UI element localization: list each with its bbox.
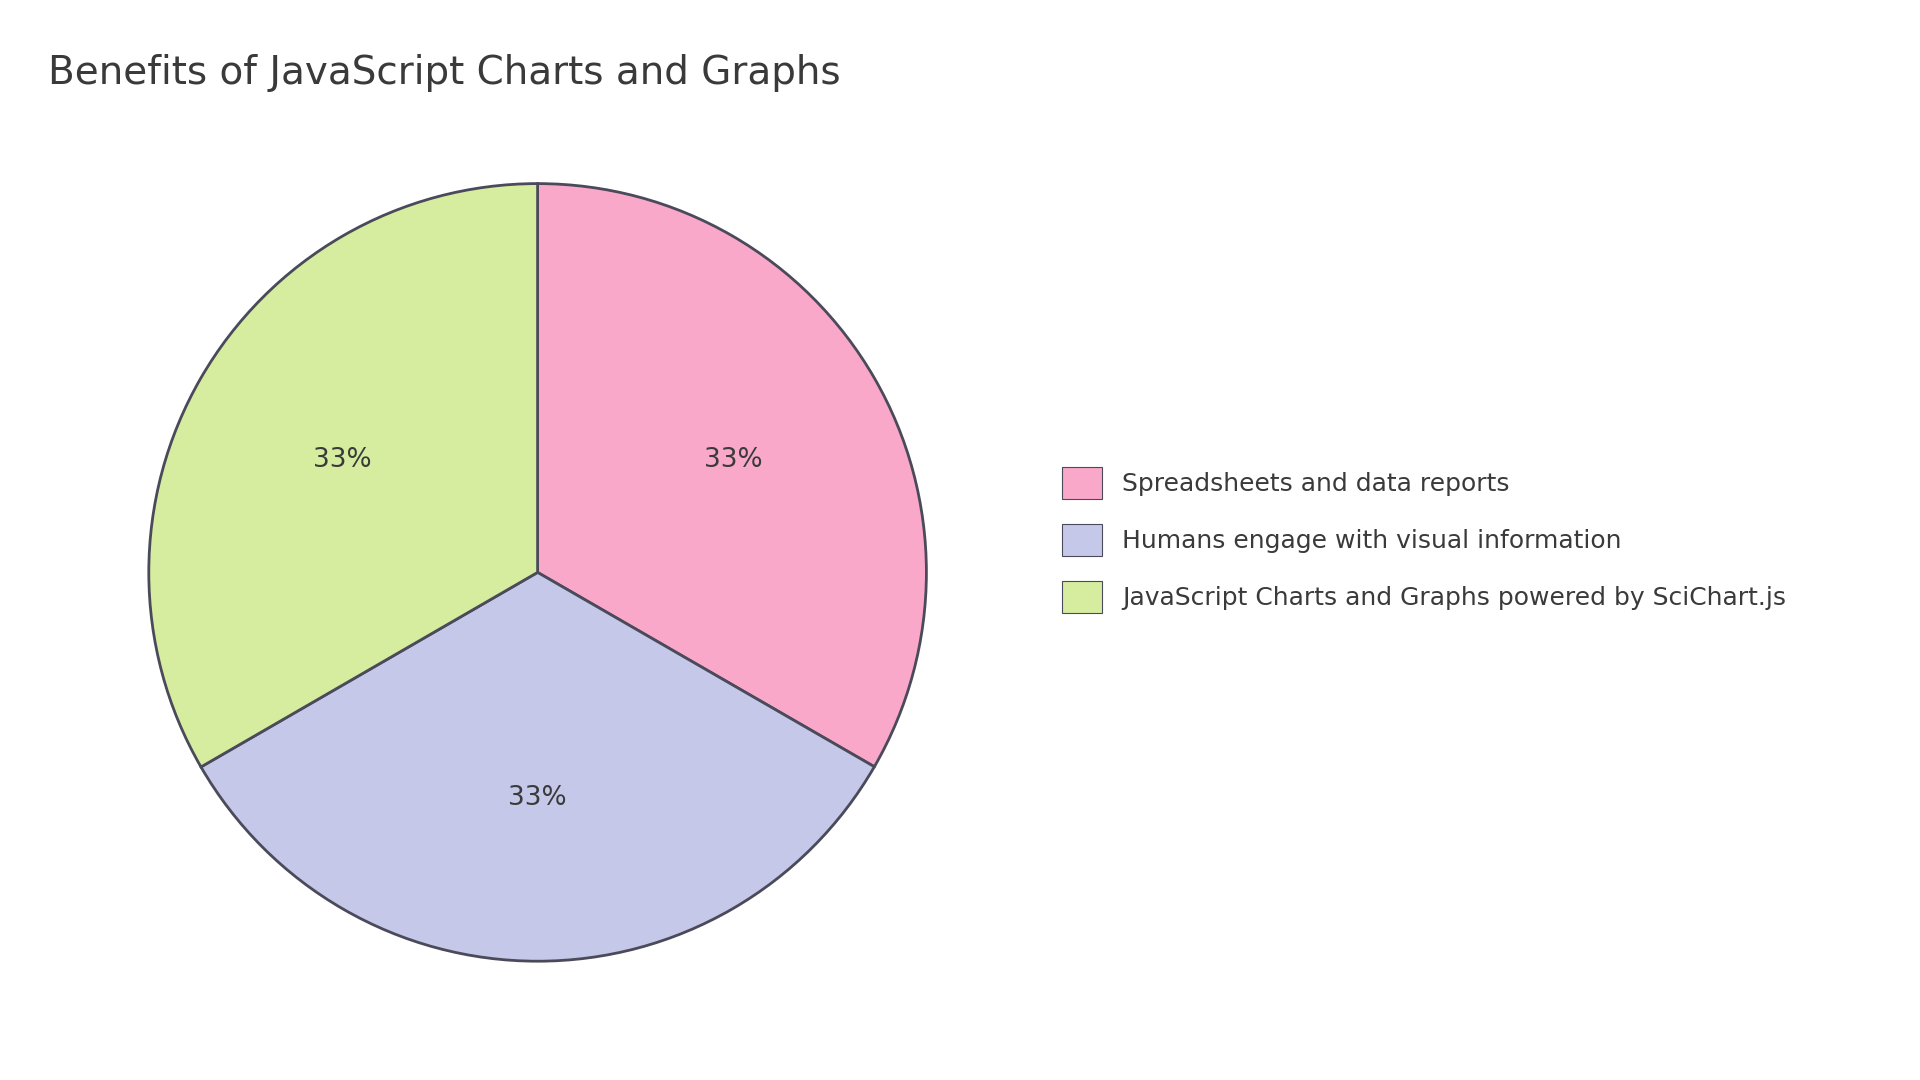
Wedge shape	[150, 184, 538, 767]
Text: 33%: 33%	[703, 447, 762, 473]
Text: 33%: 33%	[313, 447, 372, 473]
Text: Benefits of JavaScript Charts and Graphs: Benefits of JavaScript Charts and Graphs	[48, 54, 841, 92]
Wedge shape	[202, 572, 874, 961]
Text: 33%: 33%	[509, 785, 566, 811]
Wedge shape	[538, 184, 927, 767]
Legend: Spreadsheets and data reports, Humans engage with visual information, JavaScript: Spreadsheets and data reports, Humans en…	[1050, 455, 1799, 625]
